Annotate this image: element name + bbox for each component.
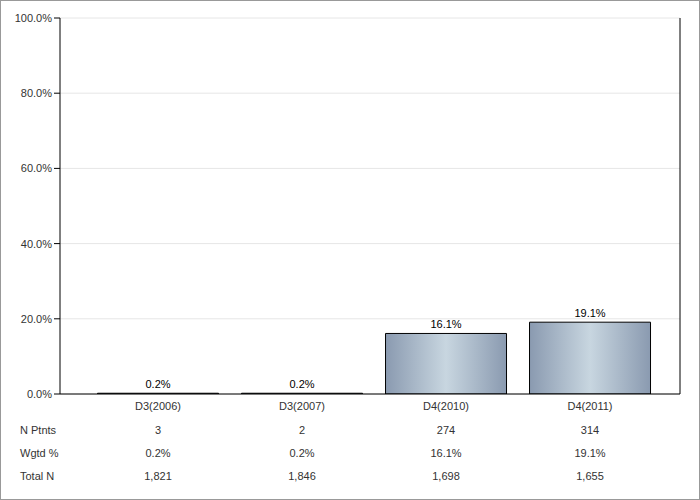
svg-text:40.0%: 40.0% [21, 238, 52, 250]
svg-text:D4(2010): D4(2010) [423, 400, 469, 412]
html-text:16.1%: 16.1% [430, 447, 462, 459]
html-text:274: 274 [436, 424, 456, 436]
svg-text:16.1%: 16.1% [430, 318, 461, 330]
html-text:314: 314 [580, 424, 600, 436]
svg-text:D3(2006): D3(2006) [135, 400, 181, 412]
html-text:1,846: 1,846 [288, 470, 316, 482]
svg-text:20.0%: 20.0% [21, 313, 52, 325]
svg-text:0.0%: 0.0% [27, 388, 52, 400]
html-text:1,655: 1,655 [576, 470, 604, 482]
html-text:1,821: 1,821 [144, 470, 172, 482]
svg-text:60.0%: 60.0% [21, 162, 52, 174]
svg-text:0.2%: 0.2% [289, 378, 314, 390]
svg-text:19.1%: 19.1% [574, 307, 605, 319]
html-text:N Ptnts: N Ptnts [20, 424, 57, 436]
html-text:2: 2 [298, 424, 306, 436]
html-text:0.2%: 0.2% [145, 447, 171, 459]
html-text:Total N: Total N [20, 470, 55, 482]
html-text:1,698: 1,698 [432, 470, 460, 482]
html-text:19.1%: 19.1% [574, 447, 606, 459]
html-text:Wgtd %: Wgtd % [20, 447, 59, 459]
svg-text:0.2%: 0.2% [145, 378, 170, 390]
svg-text:D4(2011): D4(2011) [567, 400, 612, 412]
html-text:0.2%: 0.2% [289, 447, 315, 459]
svg-text:80.0%: 80.0% [21, 87, 52, 99]
svg-text:D3(2007): D3(2007) [279, 400, 325, 412]
svg-text:100.0%: 100.0% [15, 12, 53, 24]
html-text:3: 3 [154, 424, 162, 436]
